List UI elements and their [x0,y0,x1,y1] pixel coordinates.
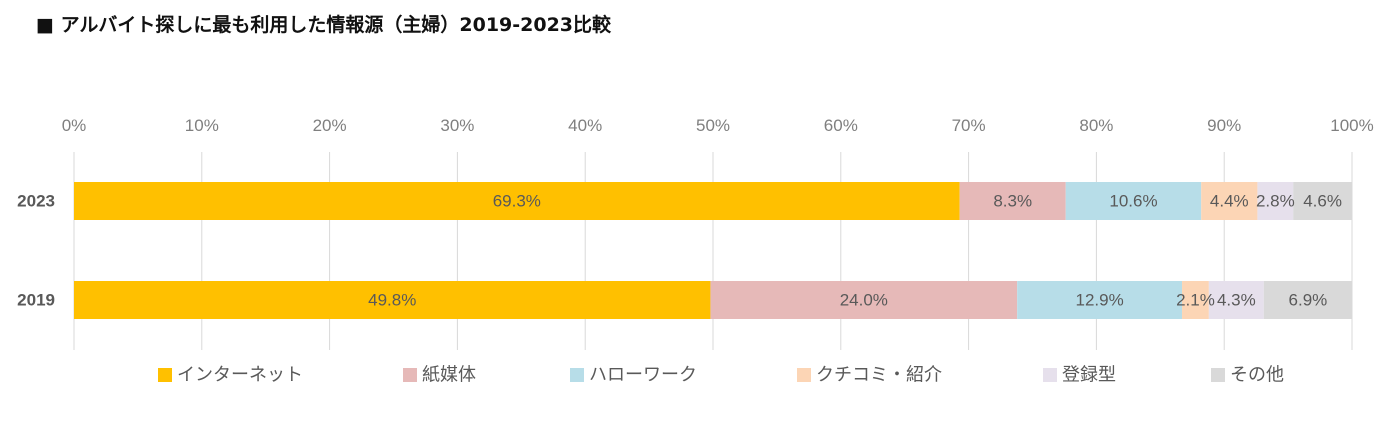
bar-segment [710,281,1018,319]
data-label: 12.9% [1075,291,1123,310]
x-tick-label: 80% [1079,116,1113,135]
data-label: 6.9% [1289,291,1328,310]
data-label: 69.3% [493,192,541,211]
bar-segment [1182,281,1209,319]
x-tick-label: 40% [568,116,602,135]
x-tick-label: 10% [185,116,219,135]
data-labels: 69.3% 8.3% 10.6% 4.4% 2.8% 4.6% 49.8% 24.0% 12.9… [368,192,1342,310]
x-tick-label: 0% [62,116,87,135]
legend-swatch [158,368,172,382]
bar-segment [1263,281,1352,319]
data-label: 49.8% [368,291,416,310]
data-label: 10.6% [1109,192,1157,211]
bar-segment [1065,182,1202,220]
legend-label: 登録型 [1062,365,1116,386]
legend-swatch [797,368,811,382]
data-label: 8.3% [993,192,1032,211]
data-label: 24.0% [840,291,888,310]
legend-label: クチコミ・紹介 [816,365,942,386]
legend-swatch [403,368,417,382]
bar-segment [74,281,711,319]
bar-segment [1293,182,1352,220]
x-tick-label: 20% [313,116,347,135]
data-label: 2.8% [1256,192,1295,211]
y-axis-categories: 2023 2019 [17,192,55,310]
bar-segment [959,182,1066,220]
data-label: 4.3% [1217,291,1256,310]
legend-swatch [1043,368,1057,382]
bar-segment [74,182,960,220]
category-label: 2023 [17,192,55,211]
category-label: 2019 [17,291,55,310]
bar-segment [1201,182,1258,220]
chart-title: ■ アルバイト探しに最も利用した情報源（主婦）2019-2023比較 [36,14,612,36]
bar-segment [1257,182,1294,220]
legend-swatch [1211,368,1225,382]
x-tick-label: 50% [696,116,730,135]
x-tick-label: 60% [824,116,858,135]
legend-swatch [570,368,584,382]
legend-label: ハローワーク [589,365,697,386]
data-label: 4.6% [1303,192,1342,211]
x-tick-label: 90% [1207,116,1241,135]
x-tick-label: 70% [952,116,986,135]
data-label: 2.1% [1176,291,1215,310]
x-axis-ticks: 0% 10% 20% 30% 40% 50% 60% 70% 80% 90% 100% [62,116,1374,135]
x-tick-label: 30% [440,116,474,135]
x-tick-label: 100% [1330,116,1373,135]
bar-segment [1208,281,1264,319]
legend-label: 紙媒体 [422,365,476,386]
bars [74,182,1352,319]
gridlines [73,152,1353,350]
legend-label: インターネット [177,365,303,386]
legend: インターネット 紙媒体 ハローワーク クチコミ・紹介 登録型 その他 [158,365,1284,386]
bar-segment [1017,281,1183,319]
legend-label: その他 [1230,365,1284,386]
data-label: 4.4% [1210,192,1249,211]
